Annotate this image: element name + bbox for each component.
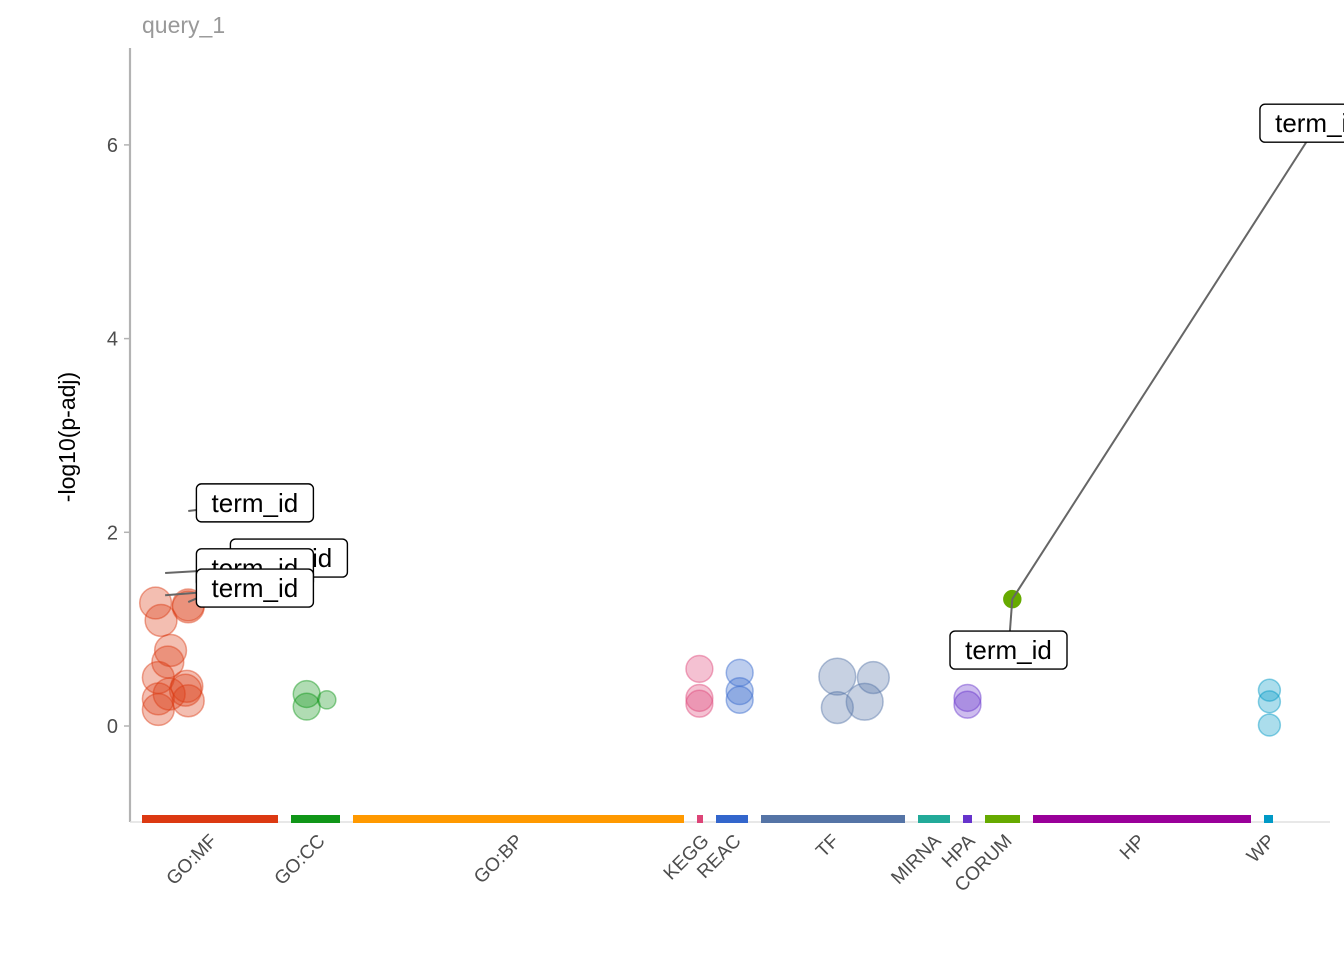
- annotation-text: term_id: [965, 635, 1052, 665]
- category-label: TF: [812, 831, 843, 862]
- annotation-label: term_id: [949, 630, 1068, 670]
- source-bar-kegg: [697, 815, 703, 823]
- source-bar-hpa: [963, 815, 972, 823]
- term-point[interactable]: [818, 657, 857, 696]
- term-point[interactable]: [725, 658, 754, 687]
- y-tick-label: 6: [107, 135, 118, 157]
- annotation-box: [195, 483, 315, 523]
- term-point[interactable]: [171, 684, 205, 718]
- category-label: GO:CC: [271, 831, 330, 890]
- y-axis-title: -log10(p-adj): [54, 372, 80, 502]
- term-point[interactable]: [953, 690, 982, 719]
- term-point[interactable]: [856, 660, 890, 695]
- term-point[interactable]: [170, 669, 204, 703]
- y-tick-label: 0: [107, 716, 118, 738]
- term-point[interactable]: [685, 683, 714, 713]
- data-points: [138, 586, 1282, 737]
- source-bar-go-bp: [353, 815, 684, 823]
- term-point[interactable]: [725, 676, 754, 706]
- source-bar-go-mf: [142, 815, 278, 823]
- source-bar-hp: [1033, 815, 1251, 823]
- term-point[interactable]: [292, 692, 321, 721]
- term-annotations: term_idterm_idterm_idterm_idterm_idterm_…: [165, 103, 1344, 670]
- y-ticks: 0 2 4 6: [107, 135, 130, 738]
- term-point[interactable]: [845, 682, 884, 721]
- source-bar-wp: [1264, 815, 1273, 823]
- category-label: WP: [1243, 831, 1279, 867]
- source-bar-tf: [761, 815, 905, 823]
- term-point[interactable]: [168, 673, 203, 707]
- term-point[interactable]: [138, 586, 173, 620]
- category-label: HP: [1116, 831, 1150, 865]
- annotation-box: [195, 568, 315, 608]
- annotation-text: term_id: [1275, 108, 1344, 138]
- annotation-box: [1259, 103, 1344, 143]
- term-point[interactable]: [292, 679, 321, 709]
- annotation-label: term_id: [1259, 103, 1344, 143]
- term-point[interactable]: [1257, 678, 1282, 702]
- term-point[interactable]: [1257, 713, 1282, 737]
- annotation-text: term_id: [212, 573, 299, 603]
- term-point[interactable]: [1257, 690, 1282, 714]
- term-point[interactable]: [151, 645, 185, 679]
- source-bar-go-cc: [291, 815, 340, 823]
- term-point[interactable]: [153, 633, 188, 668]
- category-label: GO:BP: [470, 831, 527, 888]
- annotation-box: [949, 630, 1068, 670]
- source-bar-mirna: [918, 815, 950, 823]
- annotation-label: term_id: [195, 483, 315, 523]
- term-point[interactable]: [144, 603, 178, 638]
- source-bar-corum: [985, 815, 1020, 823]
- y-tick-label: 2: [107, 522, 118, 544]
- term-point[interactable]: [141, 682, 175, 716]
- source-bars: [142, 815, 1273, 823]
- term-point[interactable]: [685, 654, 714, 684]
- term-point[interactable]: [316, 690, 337, 710]
- y-tick-label: 4: [107, 329, 118, 351]
- category-label: MIRNA: [887, 830, 945, 888]
- term-point[interactable]: [953, 683, 982, 713]
- annotation-text: term_id: [212, 488, 299, 518]
- term-point[interactable]: [152, 677, 186, 711]
- term-point[interactable]: [685, 689, 714, 718]
- source-bar-reac: [716, 815, 748, 823]
- term-point[interactable]: [820, 690, 854, 725]
- term-point[interactable]: [725, 685, 754, 715]
- category-label: GO:MF: [163, 831, 222, 890]
- annotation-leader-line: [1011, 122, 1320, 600]
- annotation-label: term_id: [195, 568, 315, 608]
- term-point[interactable]: [141, 660, 175, 695]
- chart-title: query_1: [142, 12, 225, 38]
- term-point[interactable]: [141, 692, 175, 727]
